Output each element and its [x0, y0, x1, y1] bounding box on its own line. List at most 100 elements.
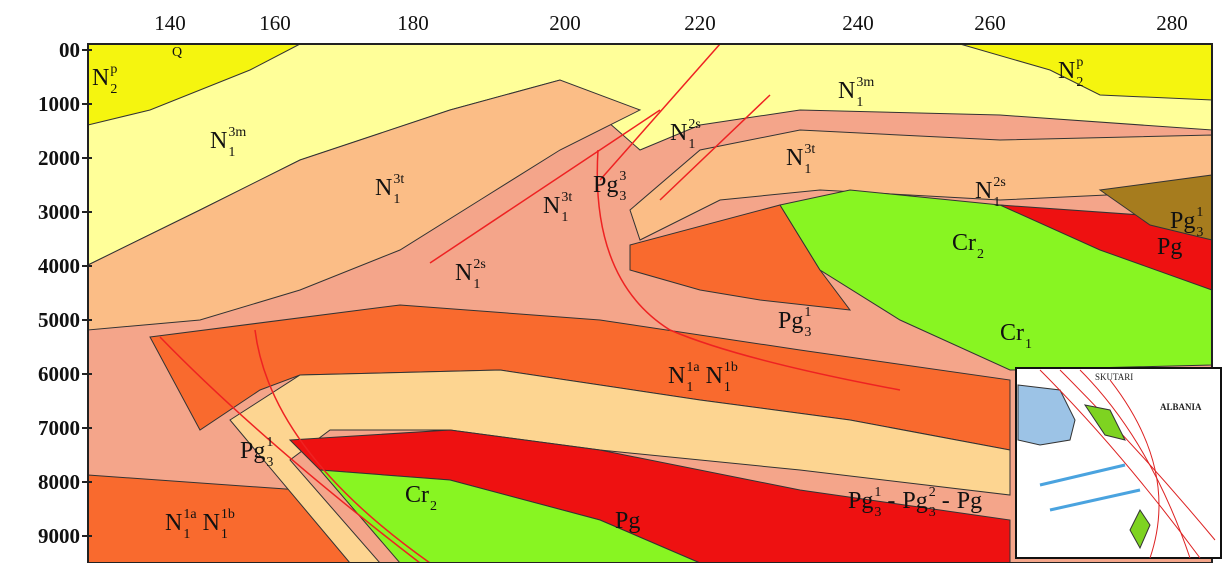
formation-sub: 1 — [856, 95, 863, 110]
formation-sup: 2s — [473, 257, 485, 272]
x-axis-label: 260 — [974, 11, 1006, 35]
formation-sup: 1 — [874, 485, 881, 500]
formation-base: N — [668, 363, 685, 389]
formation-base: N — [375, 175, 392, 201]
x-axis-label: 160 — [259, 11, 291, 35]
formation-sub: 3 — [266, 455, 273, 470]
layer-pg3-1 — [229, 369, 1011, 563]
formation-sup: 3t — [804, 142, 815, 157]
formation-sub: 2 — [430, 499, 437, 514]
layer-cr2 — [318, 469, 701, 563]
formation-sub: 2 — [1076, 75, 1083, 90]
formation-sup: 3m — [228, 125, 246, 140]
formation-base: Cr — [952, 230, 976, 256]
formation-sup: p — [1076, 55, 1083, 70]
formation-sup: 1b — [724, 360, 738, 375]
formation-base: Pg — [957, 488, 982, 514]
formation-base: N — [706, 363, 723, 389]
formation-sub: 1 — [1025, 337, 1032, 352]
formation-base: N — [786, 145, 803, 171]
inset-label: ALBANIA — [1160, 402, 1202, 412]
fault — [429, 109, 661, 264]
y-axis-label: 4000 — [38, 254, 80, 278]
fault — [159, 336, 421, 563]
formation-sup: 1a — [183, 507, 197, 522]
formation-sup: 1 — [266, 435, 273, 450]
layers — [87, 43, 1213, 563]
inset-lines — [1039, 369, 1216, 559]
formation-base: Pg — [240, 438, 265, 464]
formation-sub: 2 — [977, 247, 984, 262]
y-axis-label: 1000 — [38, 92, 80, 116]
fault — [254, 329, 431, 563]
formation-base: N — [670, 120, 687, 146]
formation-sub: 3 — [929, 505, 936, 520]
formation-sup: 3 — [619, 169, 626, 184]
formation-sub: 2 — [110, 82, 117, 97]
x-axis-label: 140 — [154, 11, 186, 35]
formation-base: N — [165, 510, 182, 536]
fault — [596, 149, 901, 391]
formation-sub: 3 — [874, 505, 881, 520]
inset-map: SKUTARI ALBANIA — [1015, 367, 1222, 559]
fault — [599, 43, 721, 181]
formation-sup: 2s — [993, 175, 1005, 190]
formation-base: Pg — [615, 508, 640, 534]
formation-base: N — [92, 65, 109, 91]
formation-sup: 2 — [929, 485, 936, 500]
formation-sub: 3 — [804, 325, 811, 340]
formation-sup: 1 — [1196, 205, 1203, 220]
formation-sub: 1 — [688, 137, 695, 152]
x-axis-label: 240 — [842, 11, 874, 35]
formation-base: Pg — [902, 488, 927, 514]
frame — [87, 43, 1213, 563]
formation-base: N — [455, 260, 472, 286]
formation-sub: 3 — [1196, 225, 1203, 240]
formation-sub: 1 — [473, 277, 480, 292]
formation-base: Pg — [1157, 234, 1182, 260]
x-axis-label: 180 — [397, 11, 429, 35]
formation-base: Pg — [593, 172, 618, 198]
formation-sup: 1b — [221, 507, 235, 522]
formation-sub: 1 — [804, 162, 811, 177]
formation-sup: 2s — [688, 117, 700, 132]
formation-sub: 1 — [393, 192, 400, 207]
formation-base: - — [942, 488, 950, 514]
x-axis-label: 220 — [684, 11, 716, 35]
x-axis-label: 280 — [1156, 11, 1188, 35]
axes: 140 160 180 200 220 240 260 2800010002000300040… — [38, 11, 1188, 548]
formation-sub: 1 — [686, 380, 693, 395]
formation-sup: 1a — [686, 360, 700, 375]
formation-sub: 1 — [221, 527, 228, 542]
fault — [659, 94, 771, 201]
formation-base: Pg — [778, 308, 803, 334]
formation-base: N — [975, 178, 992, 204]
formation-sup: 3t — [393, 172, 404, 187]
formation-base: N — [838, 78, 855, 104]
y-axis-label: 3000 — [38, 200, 80, 224]
formation-sup: p — [110, 62, 117, 77]
formation-sub: 3 — [619, 189, 626, 204]
formation-sup: 3t — [561, 190, 572, 205]
formation-base: N — [210, 128, 227, 154]
formation-base: Pg — [848, 488, 873, 514]
formation-sup: 3m — [856, 75, 874, 90]
inset-label: SKUTARI — [1095, 372, 1133, 382]
y-axis-label: 9000 — [38, 524, 80, 548]
formation-sub: 1 — [183, 527, 190, 542]
formation-base: - — [887, 488, 895, 514]
formation-base: N — [1058, 58, 1075, 84]
y-axis-label: 6000 — [38, 362, 80, 386]
y-axis-label: 8000 — [38, 470, 80, 494]
layer-n1-3t-left — [87, 79, 642, 331]
y-axis-label: 7000 — [38, 416, 80, 440]
formation-base: N — [203, 510, 220, 536]
formation-sub: 1 — [993, 195, 1000, 210]
formation-sub: 1 — [561, 210, 568, 225]
faults — [159, 43, 901, 563]
formation-base: Q — [172, 45, 182, 60]
inset-green — [1083, 404, 1126, 441]
formation-base: N — [543, 193, 560, 219]
formation-sub: 1 — [228, 145, 235, 160]
